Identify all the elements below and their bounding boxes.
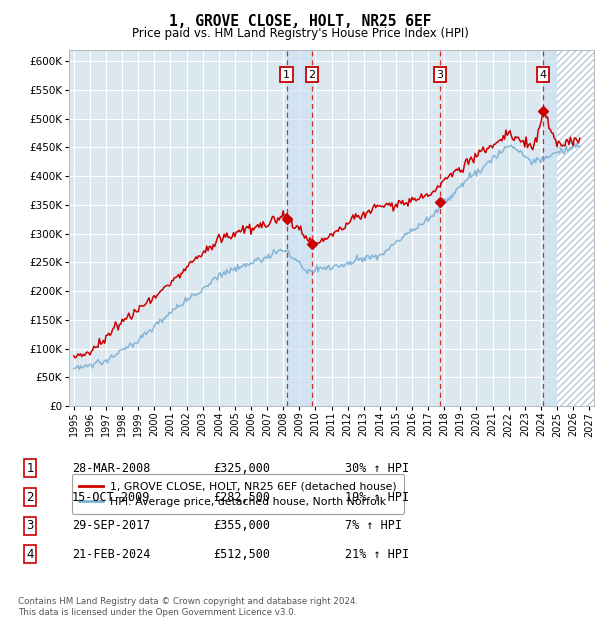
Bar — [557, 50, 594, 406]
Text: 4: 4 — [539, 69, 547, 79]
Bar — [287, 50, 312, 406]
Text: 1, GROVE CLOSE, HOLT, NR25 6EF: 1, GROVE CLOSE, HOLT, NR25 6EF — [169, 14, 431, 29]
Text: £512,500: £512,500 — [213, 548, 270, 560]
Text: 30% ↑ HPI: 30% ↑ HPI — [345, 462, 409, 474]
Text: £282,500: £282,500 — [213, 491, 270, 503]
Text: 2: 2 — [308, 69, 316, 79]
Text: 1: 1 — [283, 69, 290, 79]
Text: 15-OCT-2009: 15-OCT-2009 — [72, 491, 151, 503]
Bar — [543, 50, 557, 406]
Text: 3: 3 — [437, 69, 443, 79]
Text: 21% ↑ HPI: 21% ↑ HPI — [345, 548, 409, 560]
Text: 4: 4 — [26, 548, 34, 560]
Text: 28-MAR-2008: 28-MAR-2008 — [72, 462, 151, 474]
Text: 1: 1 — [26, 462, 34, 474]
Text: 29-SEP-2017: 29-SEP-2017 — [72, 520, 151, 532]
Text: 19% ↑ HPI: 19% ↑ HPI — [345, 491, 409, 503]
Text: £355,000: £355,000 — [213, 520, 270, 532]
Text: Price paid vs. HM Land Registry's House Price Index (HPI): Price paid vs. HM Land Registry's House … — [131, 27, 469, 40]
Text: 3: 3 — [26, 520, 34, 532]
Text: £325,000: £325,000 — [213, 462, 270, 474]
Text: 21-FEB-2024: 21-FEB-2024 — [72, 548, 151, 560]
Text: 7% ↑ HPI: 7% ↑ HPI — [345, 520, 402, 532]
Text: Contains HM Land Registry data © Crown copyright and database right 2024.
This d: Contains HM Land Registry data © Crown c… — [18, 598, 358, 617]
Legend: 1, GROVE CLOSE, HOLT, NR25 6EF (detached house), HPI: Average price, detached ho: 1, GROVE CLOSE, HOLT, NR25 6EF (detached… — [72, 474, 404, 515]
Text: 2: 2 — [26, 491, 34, 503]
